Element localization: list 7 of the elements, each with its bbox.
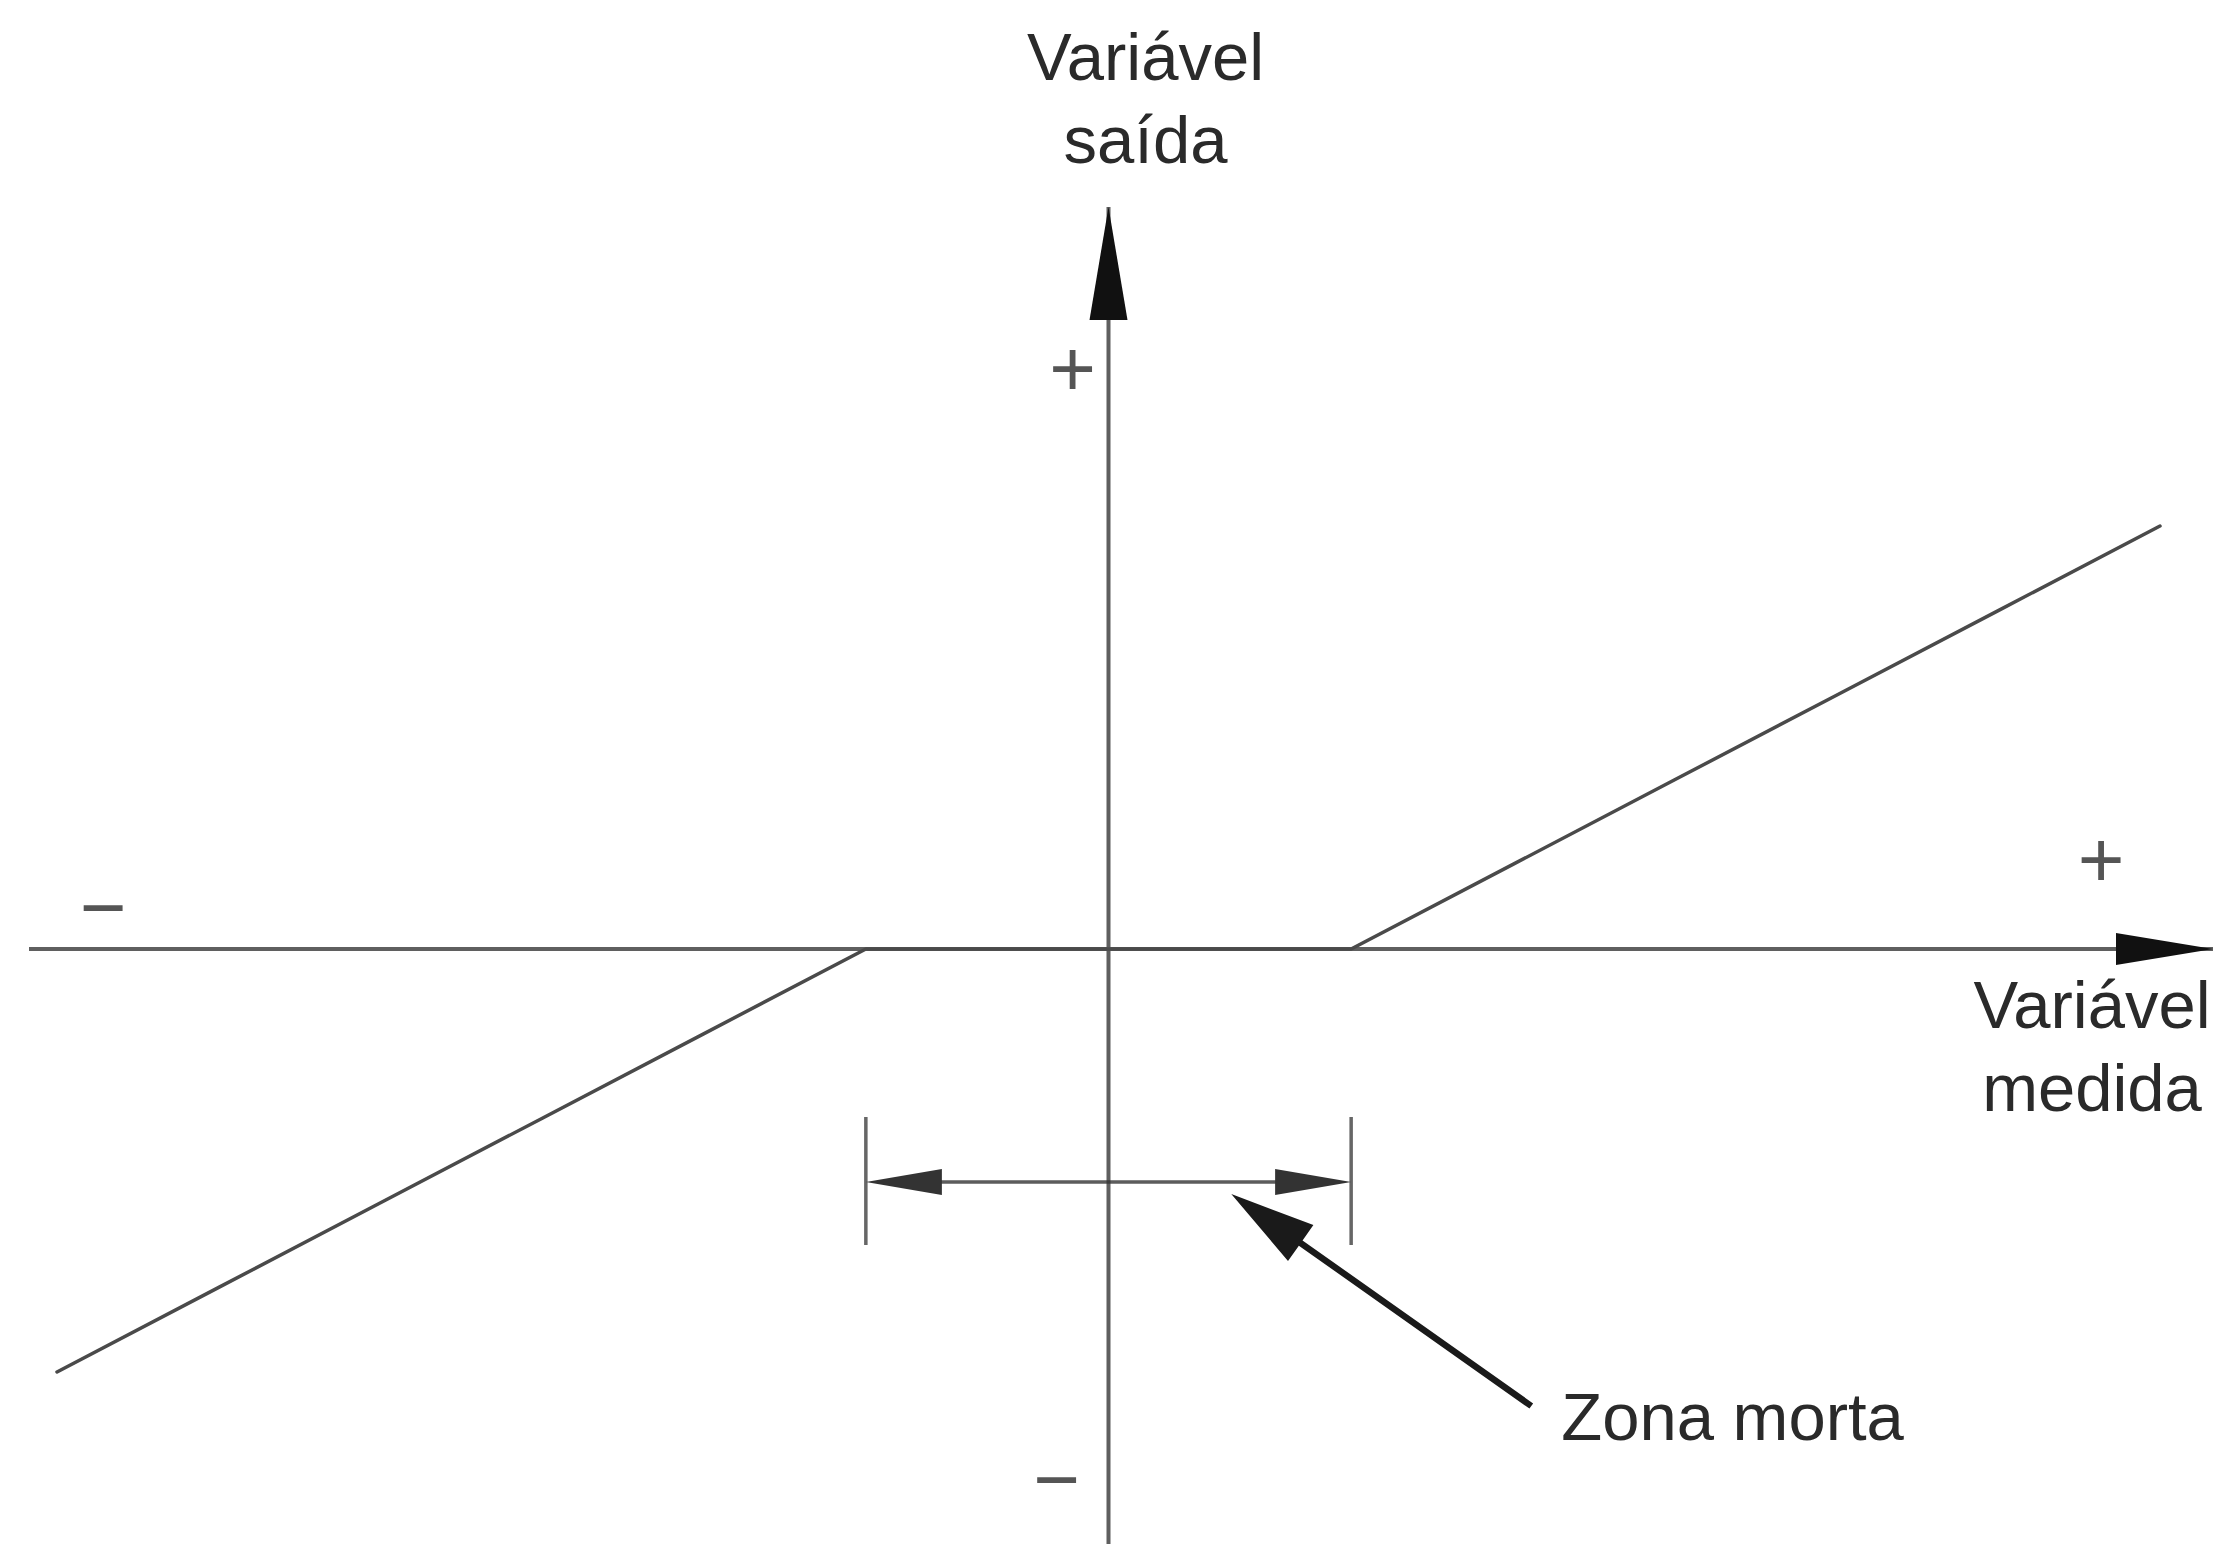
text: Zona morta [1561, 1379, 1905, 1454]
x-axis-title: Variável medida [1973, 967, 2211, 1125]
annotation: + [2077, 815, 2125, 905]
text: + [1049, 324, 1096, 414]
annotation: − [79, 863, 127, 953]
text: Variável saída [1026, 19, 1265, 177]
text: − [1033, 1435, 1080, 1525]
